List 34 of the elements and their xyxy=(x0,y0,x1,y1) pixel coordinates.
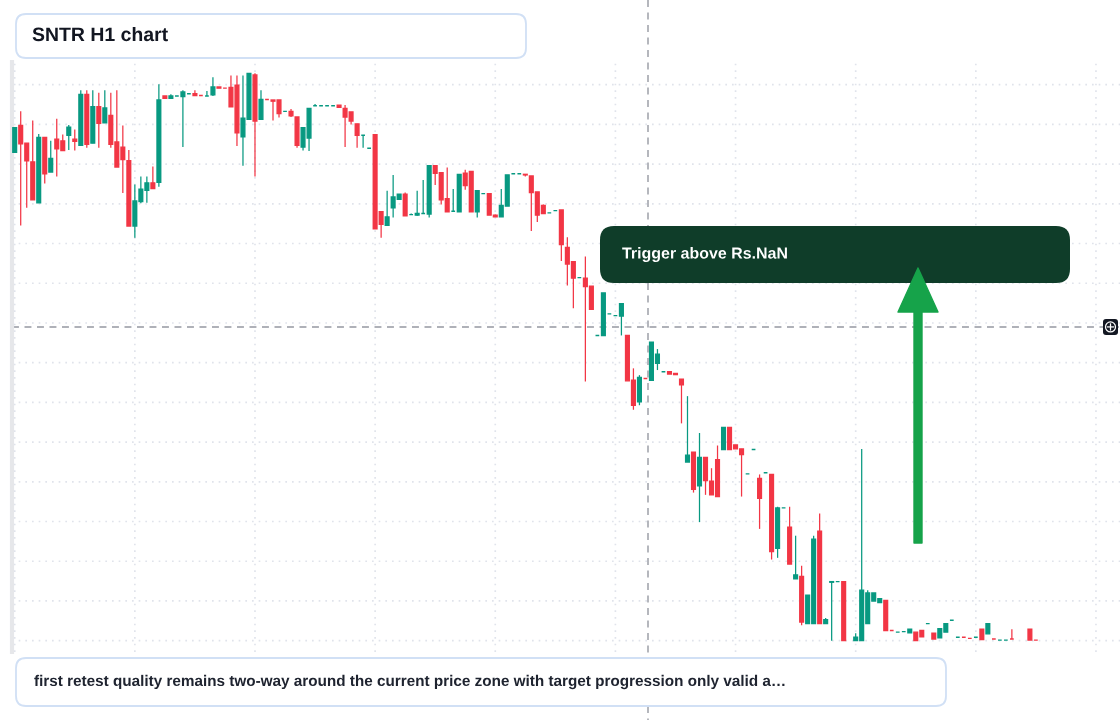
candlestick xyxy=(702,456,709,496)
candlestick xyxy=(48,140,54,173)
candlestick xyxy=(96,92,102,149)
candlestick xyxy=(258,89,264,120)
candlestick xyxy=(793,535,799,580)
candlestick xyxy=(600,292,606,337)
candlestick xyxy=(883,599,889,632)
candlestick xyxy=(384,190,390,227)
annotation: Trigger above Rs.NaN xyxy=(622,247,787,262)
candlestick xyxy=(985,622,991,635)
candlestick xyxy=(931,632,937,640)
candlestick xyxy=(102,89,108,124)
candlestick xyxy=(150,165,156,190)
candlestick xyxy=(456,173,462,213)
candlestick xyxy=(841,580,847,642)
candlestick xyxy=(192,89,198,97)
candlestick xyxy=(336,104,342,109)
candlestick xyxy=(354,123,360,149)
candlestick xyxy=(1027,628,1033,641)
chart-title: SNTR H1 chart xyxy=(32,26,168,42)
candlestick xyxy=(402,191,408,217)
candlestick xyxy=(162,95,168,100)
candlestick xyxy=(66,124,72,151)
candlestick xyxy=(678,378,685,424)
candlestick xyxy=(720,426,727,451)
text: first retest quality remains two-way around the current price zone with target progression only valid a… xyxy=(34,674,785,690)
candlestick xyxy=(12,127,18,153)
candlestick xyxy=(684,395,691,463)
candlestick xyxy=(979,628,985,641)
candlestick xyxy=(72,128,78,152)
candlestick xyxy=(216,86,222,89)
candlestick xyxy=(618,302,624,337)
candlestick xyxy=(757,473,763,530)
candlestick xyxy=(829,580,835,642)
